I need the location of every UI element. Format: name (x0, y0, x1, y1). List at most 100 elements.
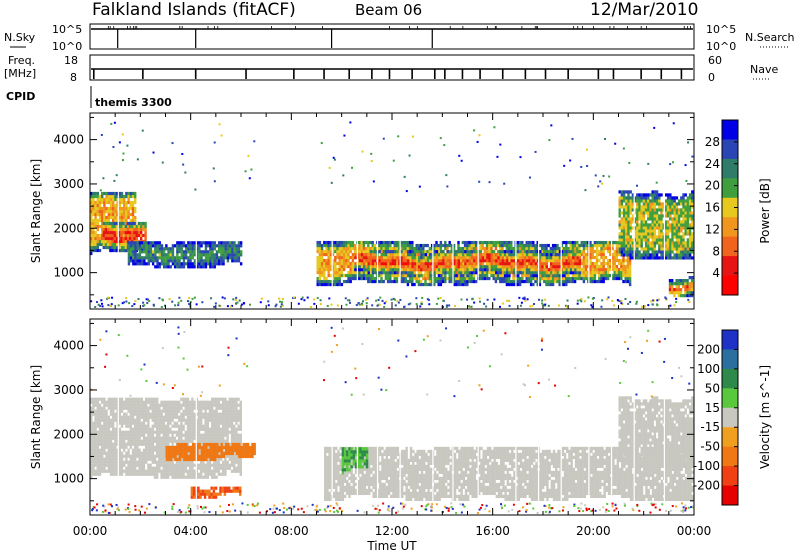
heatmap-cell (636, 241, 638, 244)
speckle-cell (131, 305, 133, 307)
heatmap-cell (589, 253, 591, 256)
heatmap-cell (105, 428, 107, 431)
heatmap-cell (92, 470, 94, 473)
heatmap-cell (619, 238, 621, 241)
heatmap-cell (130, 244, 132, 247)
heatmap-cell (144, 234, 146, 237)
heatmap-cell (409, 256, 411, 259)
heatmap-cell (614, 274, 616, 277)
heatmap-cell (482, 274, 484, 277)
heatmap-cell (623, 193, 625, 196)
heatmap-cell (521, 256, 523, 259)
heatmap-cell (563, 274, 565, 277)
heatmap-cell (205, 262, 207, 265)
heatmap-cell (563, 268, 565, 271)
heatmap-cell (592, 268, 594, 271)
heatmap-cell (94, 452, 96, 455)
heatmap-cell (596, 256, 598, 259)
heatmap-cell (105, 413, 107, 416)
heatmap-cell (99, 398, 101, 401)
heatmap-cell (504, 271, 506, 274)
heatmap-cell (676, 211, 678, 214)
heatmap-cell (359, 250, 361, 253)
heatmap-cell (383, 262, 385, 265)
heatmap-cell (605, 244, 607, 247)
heatmap-cell (567, 277, 569, 280)
heatmap-cell (671, 220, 673, 223)
heatmap-cell (341, 265, 343, 268)
heatmap-cell (433, 256, 435, 259)
heatmap-cell (136, 237, 138, 240)
heatmap-cell (336, 256, 338, 259)
speckle-cell (247, 155, 249, 157)
heatmap-cell (409, 262, 411, 265)
heatmap-cell (110, 195, 112, 198)
heatmap-cell (328, 253, 330, 256)
heatmap-cell (108, 452, 110, 455)
heatmap-cell (440, 259, 442, 262)
heatmap-cell (532, 283, 534, 286)
heatmap-cell (103, 437, 105, 440)
heatmap-cell (161, 262, 163, 265)
heatmap-cell (132, 216, 134, 219)
heatmap-cell (110, 210, 112, 213)
heatmap-cell (111, 243, 113, 246)
heatmap-cell (510, 283, 512, 286)
heatmap-cell (319, 277, 321, 280)
heatmap-cell (372, 256, 374, 259)
heatmap-cell (101, 431, 103, 434)
heatmap-cell (218, 259, 220, 262)
heatmap-cell (627, 214, 629, 217)
heatmap-cell (654, 241, 656, 244)
heatmap-cell (475, 262, 477, 265)
heatmap-cell (211, 253, 213, 256)
heatmap-cell (671, 238, 673, 241)
heatmap-cell (240, 241, 242, 244)
heatmap-cell (513, 265, 515, 268)
heatmap-cell (680, 208, 682, 211)
heatmap-cell (530, 244, 532, 247)
heatmap-cell (367, 280, 369, 283)
heatmap-cell (192, 262, 194, 265)
heatmap-cell (627, 259, 629, 262)
heatmap-cell (548, 256, 550, 259)
heatmap-cell (138, 234, 140, 237)
heatmap-cell (389, 280, 391, 283)
heatmap-cell (187, 244, 189, 247)
heatmap-cell (556, 277, 558, 280)
heatmap-cell (336, 274, 338, 277)
heatmap-cell (433, 259, 435, 262)
heatmap-cell (691, 196, 693, 199)
heatmap-cell (354, 277, 356, 280)
heatmap-cell (532, 271, 534, 274)
heatmap-cell (148, 262, 150, 265)
heatmap-cell (682, 199, 684, 202)
heatmap-cell (669, 193, 671, 196)
heatmap-cell (513, 259, 515, 262)
heatmap-cell (621, 193, 623, 196)
heatmap-cell (687, 220, 689, 223)
heatmap-cell (94, 213, 96, 216)
heatmap-cell (665, 202, 667, 205)
heatmap-cell (347, 244, 349, 247)
heatmap-cell (97, 473, 99, 476)
heatmap-cell (669, 244, 671, 247)
heatmap-cell (400, 259, 402, 262)
heatmap-cell (658, 193, 660, 196)
heatmap-cell (685, 229, 687, 232)
heatmap-cell (94, 473, 96, 476)
heatmap-cell (625, 214, 627, 217)
heatmap-cell (656, 199, 658, 202)
heatmap-cell (543, 256, 545, 259)
speckle-cell (112, 146, 114, 148)
heatmap-cell (133, 225, 135, 228)
heatmap-cell (645, 250, 647, 253)
heatmap-cell (374, 277, 376, 280)
heatmap-cell (589, 268, 591, 271)
heatmap-cell (108, 449, 110, 452)
heatmap-cell (120, 243, 122, 246)
heatmap-cell (488, 265, 490, 268)
heatmap-cell (619, 250, 621, 253)
heatmap-cell (513, 250, 515, 253)
heatmap-cell (108, 201, 110, 204)
